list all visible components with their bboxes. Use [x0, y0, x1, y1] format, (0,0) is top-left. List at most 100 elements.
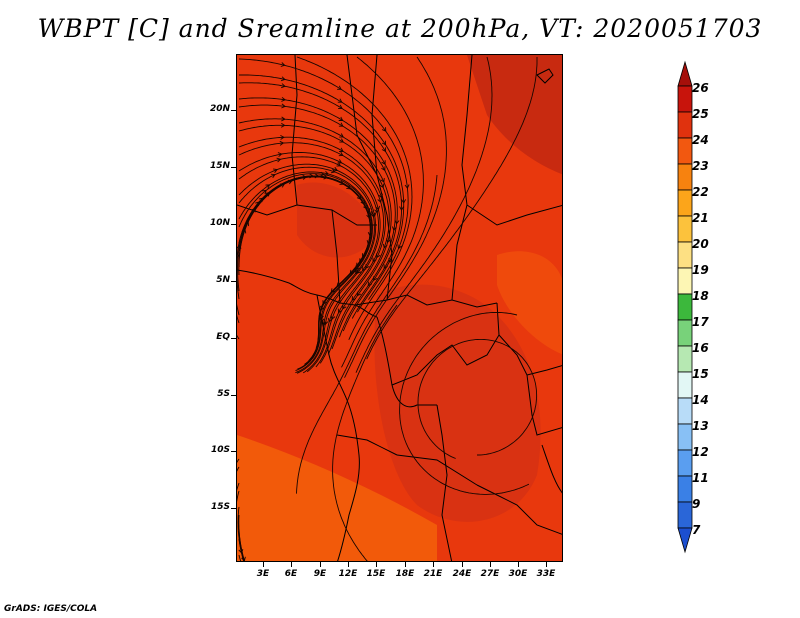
colorbar-segment: [677, 319, 693, 347]
colorbar-label-7: 7: [692, 523, 701, 537]
streamline: [355, 56, 493, 373]
map-canvas: [237, 55, 562, 561]
streamline-arrow: [327, 317, 333, 323]
streamline-arrow: [372, 257, 377, 263]
streamline-arrow: [280, 122, 286, 128]
lon-label-30e: 30E: [508, 569, 528, 579]
colorbar-label-25: 25: [692, 107, 709, 121]
streamline: [341, 56, 424, 368]
streamline: [366, 57, 538, 360]
colorbar-label-23: 23: [692, 159, 709, 173]
border-line: [451, 55, 473, 301]
colorbar-segment: [677, 267, 693, 295]
streamline-arrow: [279, 140, 285, 146]
streamline-arrow: [320, 171, 325, 177]
colorbar-label-18: 18: [692, 289, 709, 303]
lon-tick: [348, 562, 349, 567]
border-line: [526, 365, 562, 376]
colorbar-label-19: 19: [692, 263, 709, 277]
streamline-arrow: [381, 166, 386, 172]
streamline-arrow: [276, 157, 282, 163]
streamline: [238, 538, 245, 561]
streamline-arrow: [333, 166, 339, 172]
streamline-arrow: [280, 62, 286, 67]
border-line: [316, 294, 360, 561]
colorbar-label-22: 22: [692, 185, 709, 199]
colorbar: [677, 60, 693, 554]
streamline-arrow: [330, 168, 336, 174]
colorbar-segment: [677, 501, 693, 529]
streamline-arrow: [404, 184, 410, 189]
lon-label-18e: 18E: [395, 569, 415, 579]
shading-patch: [497, 251, 562, 355]
lat-label-15n: 15N: [209, 161, 230, 171]
streamline-arrow: [338, 122, 344, 127]
streamline-arrow: [381, 160, 386, 165]
streamline-arrow: [381, 140, 387, 146]
border-line: [346, 55, 378, 176]
streamline-arrow: [339, 147, 344, 152]
streamline: [237, 334, 240, 340]
colorbar-label-14: 14: [692, 393, 709, 407]
lon-tick: [433, 562, 434, 567]
lon-label-24e: 24E: [452, 569, 472, 579]
lon-tick: [546, 562, 547, 567]
streamline: [296, 174, 438, 494]
streamline-arrow: [258, 197, 264, 203]
lat-tick: [231, 451, 236, 452]
streamline: [344, 56, 447, 378]
lat-tick: [231, 508, 236, 509]
lon-label-21e: 21E: [423, 569, 443, 579]
streamline-arrow: [380, 178, 385, 183]
lat-tick: [231, 395, 236, 396]
colorbar-label-16: 16: [692, 341, 709, 355]
colorbar-segment: [677, 423, 693, 451]
colorbar-segment: [677, 241, 693, 269]
streamline-arrow: [321, 320, 327, 326]
streamline-arrow: [339, 138, 345, 143]
colorbar-segment: [677, 293, 693, 321]
colorbar-segment: [677, 345, 693, 373]
border-line: [391, 334, 500, 386]
streamline-arrow: [363, 204, 368, 210]
lon-label-27e: 27E: [480, 569, 500, 579]
lon-label-12e: 12E: [338, 569, 358, 579]
colorbar-label-13: 13: [692, 419, 709, 433]
lat-tick: [231, 281, 236, 282]
streamline-arrow: [355, 262, 361, 268]
lat-label-5n: 5N: [216, 275, 230, 285]
streamline-arrow: [281, 116, 286, 122]
lat-label-20n: 20N: [209, 104, 230, 114]
border-line: [336, 434, 398, 456]
lat-label-eq: EQ: [216, 332, 230, 342]
chart-title: WBPT [C] and Sreamline at 200hPa, VT: 20…: [37, 14, 763, 43]
lat-tick: [231, 338, 236, 339]
lon-label-9e: 9E: [313, 569, 327, 579]
lon-label-3e: 3E: [256, 569, 270, 579]
border-line: [237, 204, 377, 226]
border-line: [476, 484, 562, 535]
colorbar-segment: [677, 85, 693, 113]
streamline-arrow: [265, 184, 271, 189]
streamline-arrow: [377, 198, 383, 203]
colorbar-segment: [677, 137, 693, 165]
streamline: [237, 458, 240, 463]
streamline: [237, 315, 240, 324]
streamline-arrow: [381, 127, 387, 132]
streamline: [238, 554, 242, 561]
streamline: [237, 466, 240, 472]
lon-tick: [518, 562, 519, 567]
border-line: [466, 204, 562, 226]
lon-label-15e: 15E: [366, 569, 386, 579]
lon-label-33e: 33E: [536, 569, 556, 579]
streamline-arrow: [265, 192, 271, 197]
streamline-arrow: [401, 199, 406, 204]
streamline: [417, 338, 538, 459]
colorbar-label-9: 9: [692, 497, 701, 511]
lat-label-5s: 5S: [217, 389, 230, 399]
streamline-arrow: [336, 162, 342, 167]
streamline-arrow: [391, 226, 397, 232]
streamline-arrow: [367, 281, 373, 287]
streamline-arrow: [397, 244, 402, 250]
streamline-arrow: [314, 173, 320, 179]
